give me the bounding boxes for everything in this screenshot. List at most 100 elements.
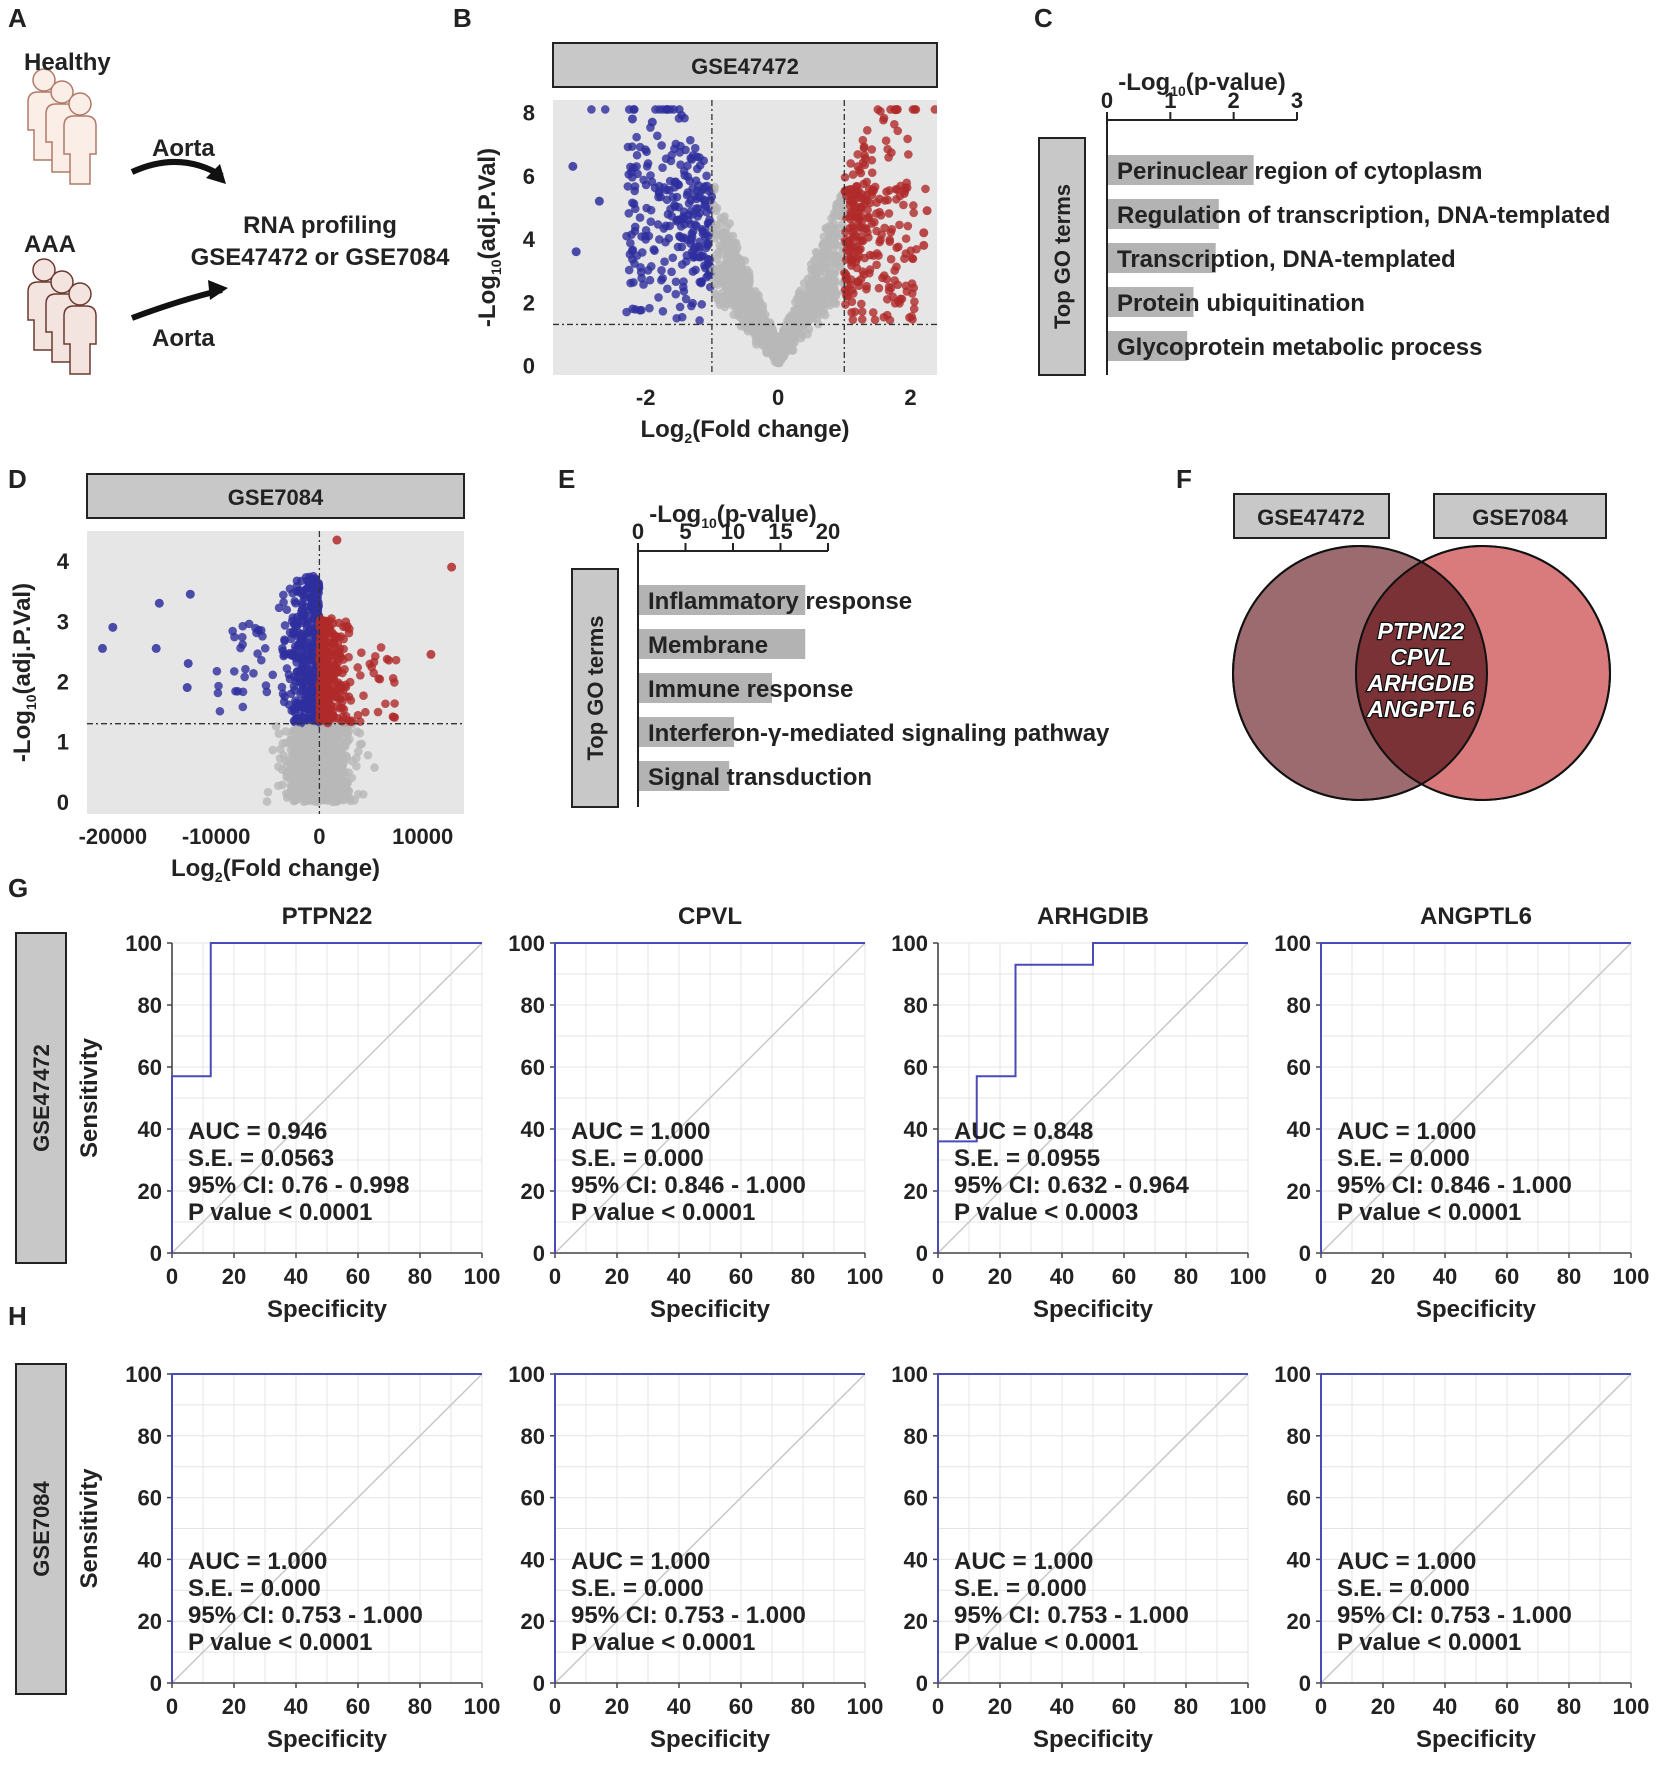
data-point xyxy=(723,238,732,248)
roc-plot-g-arhgdib: 00 20 20 40 40 60 60 80 80 100 100 ARHGDIB Specifici… xyxy=(891,903,1266,1323)
data-point xyxy=(641,235,651,244)
data-point xyxy=(903,221,913,231)
data-point xyxy=(699,251,708,261)
roc-curve xyxy=(171,1373,482,1683)
data-point xyxy=(690,143,700,153)
ci-value: 95% CI: 0.846 - 1.000 xyxy=(1337,1172,1572,1199)
y-tick-label: 20 xyxy=(138,1179,162,1204)
title-box xyxy=(86,473,465,519)
data-point xyxy=(319,682,329,691)
se-value: S.E. = 0.0955 xyxy=(954,1145,1100,1172)
y-tick-label: 4 xyxy=(57,549,70,574)
data-point xyxy=(668,192,678,202)
data-point xyxy=(363,750,373,760)
data-point xyxy=(702,181,712,191)
data-point xyxy=(642,161,652,171)
data-point xyxy=(300,796,310,805)
data-point xyxy=(300,763,310,773)
data-point xyxy=(646,217,656,227)
data-point xyxy=(655,235,664,244)
auc-value: AUC = 0.946 xyxy=(188,1118,327,1145)
side-box xyxy=(571,568,619,808)
data-point xyxy=(854,216,863,225)
x-axis-label: Log2(Fold change) xyxy=(171,855,380,885)
ci-value: 95% CI: 0.753 - 1.000 xyxy=(571,1602,806,1629)
y-tick-label: 80 xyxy=(138,1424,162,1449)
roc-curve xyxy=(1320,942,1631,1253)
y-tick-label: 40 xyxy=(904,1117,928,1142)
y-tick-label: 4 xyxy=(523,227,536,252)
data-point xyxy=(630,186,639,196)
data-point xyxy=(735,312,745,322)
data-point xyxy=(571,247,581,257)
data-point xyxy=(331,765,341,774)
data-point xyxy=(632,132,641,142)
data-point xyxy=(185,589,195,599)
data-point xyxy=(890,120,899,129)
data-point xyxy=(862,281,871,291)
data-point xyxy=(667,267,676,277)
data-point xyxy=(568,161,578,171)
data-point xyxy=(725,259,735,268)
x-tick-label: 0 xyxy=(549,1694,561,1719)
data-point xyxy=(692,194,701,204)
data-point xyxy=(661,154,671,163)
roc-title: CPVL xyxy=(678,903,742,930)
y-tick-label: 60 xyxy=(521,1486,545,1511)
auc-value: AUC = 1.000 xyxy=(954,1548,1093,1575)
data-point xyxy=(858,267,868,276)
roc-curve xyxy=(171,942,482,1253)
data-point xyxy=(296,702,306,712)
data-point xyxy=(881,136,891,145)
data-point xyxy=(692,164,702,174)
data-point xyxy=(872,209,881,218)
points xyxy=(97,535,457,807)
y-tick-label: 2 xyxy=(57,670,69,695)
data-point xyxy=(841,255,851,264)
x-axis-label: Specificity xyxy=(650,1726,771,1753)
data-point xyxy=(665,185,674,195)
x-tick-label: 80 xyxy=(1557,1694,1581,1719)
diagonal-reference-line xyxy=(1320,1373,1632,1684)
go-bar-chart-e: 0 5 10 15 20 Inflammatory response Membrane Imm… xyxy=(571,519,1110,808)
data-point xyxy=(846,212,856,221)
x-tick-label: 2 xyxy=(1228,88,1240,113)
data-point xyxy=(323,654,332,664)
data-point xyxy=(663,284,672,294)
x-tick-label: 40 xyxy=(667,1264,691,1289)
person-head xyxy=(68,92,92,116)
row-dataset-box xyxy=(15,1363,67,1695)
data-point xyxy=(751,329,761,338)
data-point xyxy=(832,252,841,262)
data-point xyxy=(888,292,898,301)
data-point xyxy=(240,672,249,682)
data-point xyxy=(623,142,633,152)
roc-curve xyxy=(554,942,865,1253)
data-point xyxy=(758,301,768,310)
data-point xyxy=(870,217,879,227)
data-point xyxy=(884,209,894,218)
data-point xyxy=(282,789,291,798)
bar-category-label: Membrane xyxy=(648,632,768,659)
data-point xyxy=(862,196,872,205)
y-tick-label: 8 xyxy=(523,101,535,126)
p-value: P value < 0.0001 xyxy=(188,1629,372,1656)
data-point xyxy=(879,113,889,123)
data-point xyxy=(344,628,354,638)
x-tick-label: 15 xyxy=(768,519,792,544)
data-point xyxy=(293,766,303,775)
data-point xyxy=(649,245,659,254)
data-point xyxy=(852,182,861,191)
y-tick-label: 100 xyxy=(508,1362,545,1387)
y-tick-label: 80 xyxy=(1287,1424,1311,1449)
data-point xyxy=(841,227,850,237)
data-point xyxy=(294,725,303,735)
data-point xyxy=(747,288,757,297)
auc-value: AUC = 1.000 xyxy=(188,1548,327,1575)
data-point xyxy=(726,277,735,286)
y-tick-label: 40 xyxy=(521,1117,545,1142)
x-axis-label: Specificity xyxy=(1416,1726,1537,1753)
data-point xyxy=(886,254,896,264)
data-point xyxy=(310,724,319,733)
data-point xyxy=(287,616,297,626)
